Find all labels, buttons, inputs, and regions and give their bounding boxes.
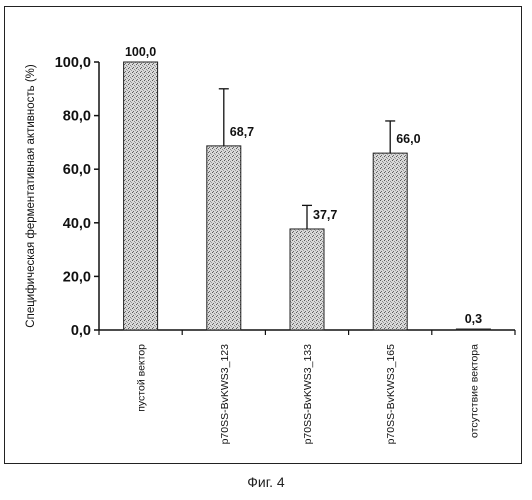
- x-tick-label: p70SS-BvKWS3_165: [385, 344, 397, 445]
- figure-caption: Фиг. 4: [0, 474, 532, 490]
- data-label: 68,7: [230, 125, 254, 139]
- y-tick-label: 80,0: [63, 109, 91, 125]
- data-label: 66,0: [396, 132, 420, 146]
- y-tick-label: 0,0: [71, 323, 91, 339]
- bar: [290, 229, 324, 330]
- data-label: 100,0: [125, 45, 156, 59]
- y-tick-label: 100,0: [55, 55, 91, 71]
- x-tick-label: p70SS-BvKWS3_123: [219, 344, 231, 445]
- bar: [124, 62, 158, 330]
- data-label: 37,7: [313, 208, 337, 222]
- y-axis-label: Специфическая ферментативная активность …: [25, 64, 37, 328]
- y-tick-label: 20,0: [63, 269, 91, 285]
- x-tick-label: p70SS-BvKWS3_133: [302, 344, 314, 445]
- bar-chart: Специфическая ферментативная активность …: [0, 0, 532, 470]
- x-tick-label: пустой вектор: [136, 344, 148, 412]
- data-label: 0,3: [465, 312, 482, 326]
- bar: [456, 329, 490, 330]
- bar: [373, 153, 407, 330]
- bar: [207, 146, 241, 330]
- y-tick-label: 40,0: [63, 216, 91, 232]
- x-tick-label: отсутствие вектора: [468, 344, 480, 438]
- y-tick-label: 60,0: [63, 162, 91, 178]
